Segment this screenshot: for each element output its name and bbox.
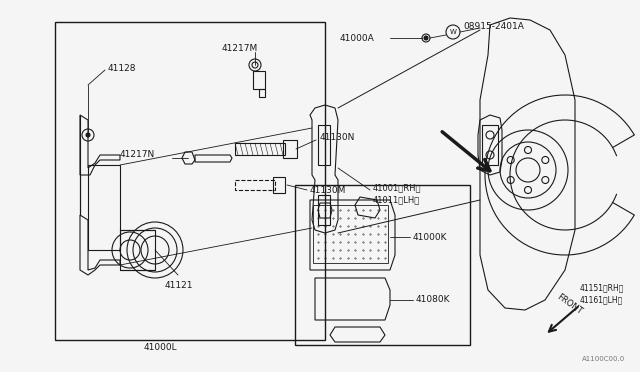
Text: 08915-2401A: 08915-2401A bbox=[463, 22, 524, 31]
Bar bbox=[259, 89, 265, 97]
Text: 41000L: 41000L bbox=[143, 343, 177, 353]
Text: 41011〈LH〉: 41011〈LH〉 bbox=[373, 196, 420, 205]
Circle shape bbox=[424, 36, 428, 40]
Bar bbox=[235, 143, 285, 155]
Text: A1100C00.0: A1100C00.0 bbox=[582, 356, 625, 362]
Bar bbox=[120, 230, 155, 270]
Bar bbox=[318, 125, 330, 165]
Circle shape bbox=[86, 133, 90, 137]
Bar bbox=[482, 125, 498, 165]
Text: 41151〈RH〉: 41151〈RH〉 bbox=[580, 283, 625, 292]
Text: W: W bbox=[449, 29, 456, 35]
Bar bbox=[253, 71, 265, 89]
Bar bbox=[318, 195, 330, 225]
Bar bbox=[88, 165, 120, 250]
Text: 41000K: 41000K bbox=[413, 232, 447, 241]
Text: 41130M: 41130M bbox=[310, 186, 346, 195]
Text: 41217M: 41217M bbox=[222, 44, 259, 52]
Bar bbox=[313, 205, 388, 263]
Bar bbox=[295, 185, 470, 345]
Bar bbox=[55, 22, 325, 340]
Text: FRONT: FRONT bbox=[556, 292, 584, 316]
Text: 41161〈LH〉: 41161〈LH〉 bbox=[580, 295, 623, 305]
Text: 41000A: 41000A bbox=[340, 33, 375, 42]
Text: 41001〈RH〉: 41001〈RH〉 bbox=[373, 183, 422, 192]
Text: 41121: 41121 bbox=[165, 280, 193, 289]
Bar bbox=[273, 177, 285, 193]
Bar bbox=[283, 140, 297, 158]
Text: 41128: 41128 bbox=[108, 64, 136, 73]
Text: 41080K: 41080K bbox=[416, 295, 451, 305]
Bar bbox=[235, 180, 275, 190]
Text: 41130N: 41130N bbox=[320, 132, 355, 141]
Text: 41217N: 41217N bbox=[120, 150, 156, 158]
